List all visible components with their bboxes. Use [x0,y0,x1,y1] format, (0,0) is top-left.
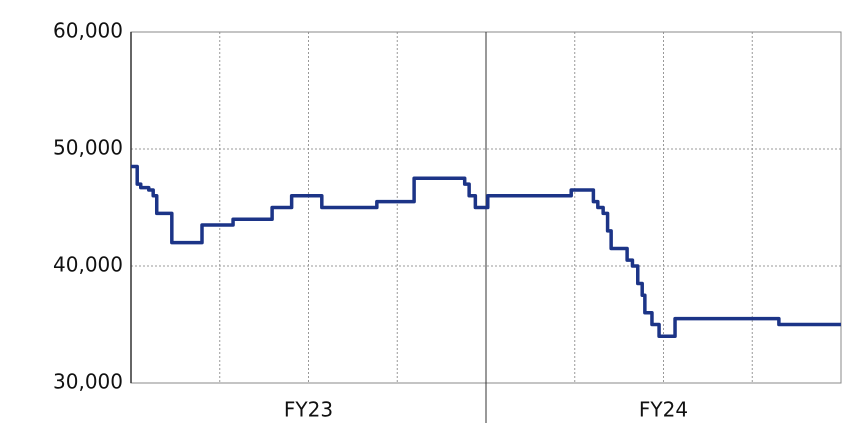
y-tick-label: 40,000 [53,253,123,277]
y-tick-label: 60,000 [53,19,123,43]
line-series [131,164,841,338]
y-tick-label: 30,000 [53,370,123,394]
y-tick-label: 50,000 [53,136,123,160]
period-label: FY24 [639,398,688,422]
period-label: FY23 [284,398,333,422]
